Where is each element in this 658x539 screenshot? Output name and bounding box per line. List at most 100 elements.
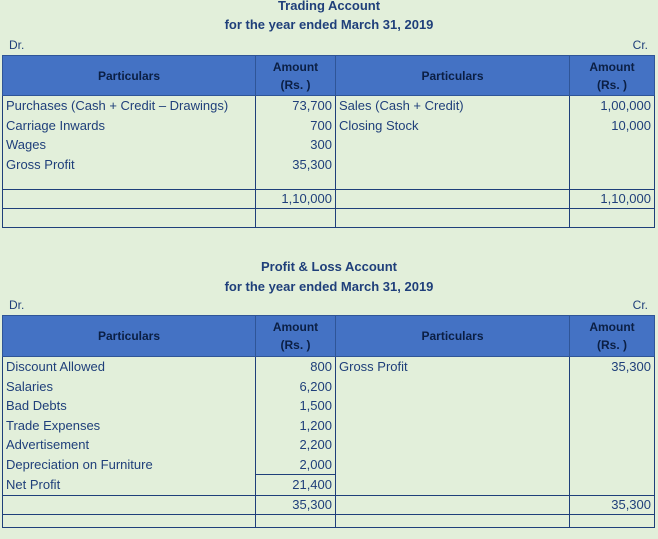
debit-amount: 2,200 xyxy=(255,435,336,455)
debit-amount: 35,300 xyxy=(255,154,336,174)
spacer-cell xyxy=(2,174,256,190)
credit-particular xyxy=(335,454,570,475)
pl-header-particulars-right-text: Particulars xyxy=(421,329,484,343)
trading-header-amount-right: Amount (Rs. ) xyxy=(569,55,655,96)
debit-amount: 6,200 xyxy=(255,376,336,396)
trading-closing-row xyxy=(2,208,655,228)
credit-amount: 35,300 xyxy=(569,356,655,377)
closing-cell xyxy=(255,208,336,228)
table-row xyxy=(2,174,655,190)
table-row: Carriage Inwards 700 Closing Stock 10,00… xyxy=(2,115,655,135)
pl-total-left: 35,300 xyxy=(255,494,336,515)
credit-particular xyxy=(335,154,570,174)
pl-account-table: Particulars Amount (Rs. ) Particulars Am… xyxy=(2,315,655,528)
credit-amount: 10,000 xyxy=(569,115,655,135)
debit-amount: 300 xyxy=(255,135,336,155)
debit-particular: Gross Profit xyxy=(2,154,256,174)
credit-amount xyxy=(569,415,655,435)
pl-closing-row xyxy=(2,513,655,528)
table-row: Bad Debts 1,500 xyxy=(2,396,655,416)
debit-amount: 21,400 xyxy=(255,474,336,495)
table-row: Gross Profit 35,300 xyxy=(2,154,655,174)
spacer-cell xyxy=(569,174,655,190)
table-row: Advertisement 2,200 xyxy=(2,435,655,455)
pl-header-amount-left: Amount (Rs. ) xyxy=(255,315,336,357)
pl-cr-label: Cr. xyxy=(632,298,648,312)
total-label-cell xyxy=(335,189,570,209)
credit-particular xyxy=(335,396,570,416)
closing-cell xyxy=(335,208,570,228)
pl-total-right: 35,300 xyxy=(569,494,655,515)
trading-cr-label: Cr. xyxy=(632,38,648,52)
debit-amount: 1,200 xyxy=(255,415,336,435)
table-row: Trade Expenses 1,200 xyxy=(2,415,655,435)
credit-particular xyxy=(335,376,570,396)
spacer-cell xyxy=(255,174,336,190)
credit-particular xyxy=(335,435,570,455)
credit-amount xyxy=(569,435,655,455)
pl-header-amount-right-text: Amount xyxy=(589,320,635,334)
debit-particular: Advertisement xyxy=(2,435,256,455)
debit-particular: Purchases (Cash + Credit – Drawings) xyxy=(2,95,256,116)
pl-total-row: 35,300 35,300 xyxy=(2,494,655,515)
total-label-cell xyxy=(335,494,570,515)
trading-header-amount-left: Amount (Rs. ) xyxy=(255,55,336,96)
total-label-cell xyxy=(2,494,256,515)
pl-header-particulars-left: Particulars xyxy=(2,315,256,357)
table-row: Purchases (Cash + Credit – Drawings) 73,… xyxy=(2,95,655,116)
debit-particular: Net Profit xyxy=(2,474,256,495)
credit-particular: Closing Stock xyxy=(335,115,570,135)
closing-cell xyxy=(2,208,256,228)
credit-particular xyxy=(335,415,570,435)
debit-amount: 1,500 xyxy=(255,396,336,416)
debit-particular: Salaries xyxy=(2,376,256,396)
trading-header-rs-right-text: (Rs. ) xyxy=(597,77,627,92)
trading-title: Trading Account xyxy=(277,0,381,13)
pl-header-row: Particulars Amount (Rs. ) Particulars Am… xyxy=(2,315,655,357)
credit-amount xyxy=(569,454,655,475)
pl-header-particulars-left-text: Particulars xyxy=(97,329,161,343)
trading-header-particulars-right-text: Particulars xyxy=(421,68,484,83)
credit-amount xyxy=(569,474,655,495)
closing-cell xyxy=(569,513,655,528)
table-row: Net Profit 21,400 xyxy=(2,474,655,495)
debit-amount: 2,000 xyxy=(255,454,336,475)
debit-particular: Discount Allowed xyxy=(2,356,256,377)
table-row: Salaries 6,200 xyxy=(2,376,655,396)
debit-amount: 700 xyxy=(255,115,336,135)
pl-header-rs-left-text: (Rs. ) xyxy=(280,338,311,352)
trading-header-row: Particulars Amount (Rs. ) Particulars Am… xyxy=(2,55,655,96)
trading-dr-label: Dr. xyxy=(9,38,25,52)
debit-amount: 73,700 xyxy=(255,95,336,116)
closing-cell xyxy=(255,513,336,528)
trading-header-amount-left-text: Amount xyxy=(272,59,319,74)
closing-cell xyxy=(569,208,655,228)
trading-header-rs-left-text: (Rs. ) xyxy=(280,77,311,92)
closing-cell xyxy=(335,513,570,528)
trading-header-particulars-left-text: Particulars xyxy=(97,68,161,83)
debit-particular: Carriage Inwards xyxy=(2,115,256,135)
pl-subtitle: for the year ended March 31, 2019 xyxy=(224,279,434,294)
credit-particular: Sales (Cash + Credit) xyxy=(335,95,570,116)
pl-header-amount-right: Amount (Rs. ) xyxy=(569,315,655,357)
credit-particular xyxy=(335,474,570,495)
trading-account-table: Particulars Amount (Rs. ) Particulars Am… xyxy=(2,55,655,228)
debit-particular: Wages xyxy=(2,135,256,155)
spacer-cell xyxy=(335,174,570,190)
debit-particular: Trade Expenses xyxy=(2,415,256,435)
credit-amount: 1,00,000 xyxy=(569,95,655,116)
credit-particular xyxy=(335,135,570,155)
trading-header-particulars-right: Particulars xyxy=(335,55,570,96)
trading-total-left: 1,10,000 xyxy=(255,189,336,209)
debit-amount: 800 xyxy=(255,356,336,377)
credit-amount xyxy=(569,396,655,416)
total-label-cell xyxy=(2,189,256,209)
closing-cell xyxy=(2,513,256,528)
trading-header-particulars-left: Particulars xyxy=(2,55,256,96)
pl-dr-label: Dr. xyxy=(9,298,25,312)
credit-amount xyxy=(569,376,655,396)
trading-total-row: 1,10,000 1,10,000 xyxy=(2,189,655,209)
debit-particular: Depreciation on Furniture xyxy=(2,454,256,475)
trading-header-amount-right-text: Amount xyxy=(589,59,635,74)
pl-title: Profit & Loss Account xyxy=(260,259,398,274)
